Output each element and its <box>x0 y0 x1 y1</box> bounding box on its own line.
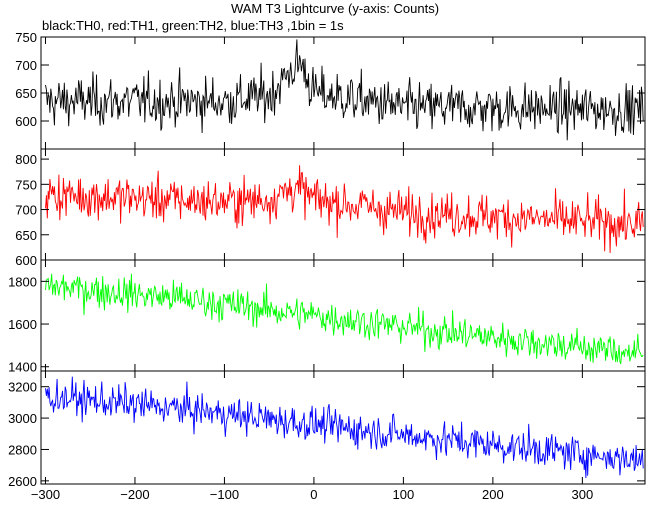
y-tick-label: 750 <box>15 177 37 192</box>
x-tick-label: 200 <box>482 487 504 502</box>
y-tick-label: 1600 <box>8 317 37 332</box>
series-line-th2 <box>45 273 644 365</box>
y-tick-label: 2800 <box>8 442 37 457</box>
y-tick-label: 1400 <box>8 360 37 375</box>
y-tick-label: 650 <box>15 228 37 243</box>
y-tick-label: 800 <box>15 152 37 167</box>
chart-subtitle: black:TH0, red:TH1, green:TH2, blue:TH3 … <box>42 18 344 33</box>
y-tick-label: 600 <box>15 253 37 268</box>
y-tick-label: 700 <box>15 203 37 218</box>
x-tick-label: −300 <box>31 487 60 502</box>
series-line-th0 <box>45 39 644 141</box>
y-tick-label: 3200 <box>8 380 37 395</box>
x-tick-label: −100 <box>210 487 239 502</box>
x-tick-label: 300 <box>572 487 594 502</box>
y-tick-label: 3000 <box>8 411 37 426</box>
panel-frame-4 <box>40 370 646 485</box>
series-line-th1 <box>45 165 644 254</box>
x-tick-label: 100 <box>393 487 415 502</box>
series-line-th3 <box>45 376 644 479</box>
y-tick-label: 1800 <box>8 274 37 289</box>
y-tick-label: 2600 <box>8 474 37 489</box>
panel-frame-1 <box>40 36 646 150</box>
x-tick-label: −200 <box>120 487 149 502</box>
chart-title: WAM T3 Lightcurve (y-axis: Counts) <box>231 1 439 16</box>
y-tick-label: 700 <box>15 58 37 73</box>
y-tick-label: 600 <box>15 114 37 129</box>
x-tick-label: 0 <box>310 487 317 502</box>
y-tick-label: 650 <box>15 86 37 101</box>
plot-area: 600 650 700 750 600 650 700 750 800 1400 1600 1800 2… <box>8 30 646 502</box>
y-tick-label: 750 <box>15 30 37 45</box>
